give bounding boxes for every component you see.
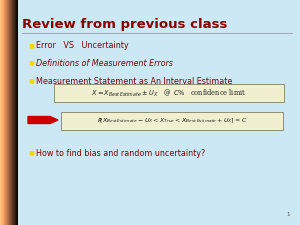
Text: ■: ■: [28, 43, 34, 49]
Text: Measurement Statement as An Interval Estimate: Measurement Statement as An Interval Est…: [36, 76, 232, 86]
Text: Review from previous class: Review from previous class: [22, 18, 227, 31]
Text: $P\!\left[X_{\mathit{Best\,Estimate}} - U_X < X_{\mathit{True}} < X_{\mathit{Bes: $P\!\left[X_{\mathit{Best\,Estimate}} - …: [97, 117, 247, 125]
FancyArrow shape: [28, 117, 58, 124]
Text: ■: ■: [28, 61, 34, 65]
FancyBboxPatch shape: [61, 112, 283, 130]
Text: Definitions of Measurement Errors: Definitions of Measurement Errors: [36, 58, 173, 68]
Text: ■: ■: [28, 79, 34, 83]
Text: How to find bias and random uncertainty?: How to find bias and random uncertainty?: [36, 148, 205, 157]
FancyBboxPatch shape: [54, 84, 284, 102]
Text: Error   VS   Uncertainty: Error VS Uncertainty: [36, 41, 129, 50]
Text: $X = X_{\mathit{Best\,Estimate}} \pm U_X \quad @\;\; C\%\;$  confidence limit: $X = X_{\mathit{Best\,Estimate}} \pm U_X…: [92, 87, 247, 99]
Text: ■: ■: [28, 151, 34, 155]
Text: 1: 1: [286, 212, 290, 217]
